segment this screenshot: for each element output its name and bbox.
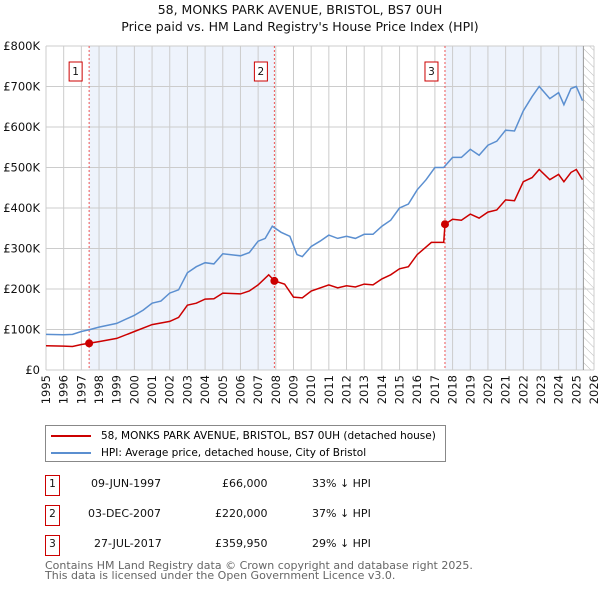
sale-date: 09-JUN-1997 (91, 477, 162, 490)
chart-subtitle: Price paid vs. HM Land Registry's House … (121, 19, 479, 34)
x-tick-label: 1996 (57, 375, 71, 404)
sale-date: 27-JUL-2017 (94, 537, 162, 550)
y-tick-label: £100K (3, 323, 40, 337)
sale-point (440, 220, 449, 229)
y-tick-label: £300K (3, 242, 40, 256)
sale-point (85, 339, 94, 348)
sale-marker-box (253, 61, 268, 82)
y-tick-label: £800K (3, 39, 40, 53)
x-tick-label: 2009 (286, 375, 300, 404)
x-tick-label: 2016 (410, 375, 424, 404)
x-tick-label: 2001 (145, 375, 159, 404)
chart-title: 58, MONKS PARK AVENUE, BRISTOL, BS7 0UH (157, 2, 443, 17)
x-tick-label: 1998 (92, 375, 106, 404)
sale-hpi-diff: 33% ↓ HPI (312, 477, 371, 490)
legend-label-price: 58, MONKS PARK AVENUE, BRISTOL, BS7 0UH … (101, 430, 436, 442)
x-tick-label: 2005 (216, 375, 230, 404)
footer-licence: This data is licensed under the Open Gov… (45, 569, 396, 582)
legend: 58, MONKS PARK AVENUE, BRISTOL, BS7 0UH … (45, 425, 446, 462)
x-tick-label: 2025 (569, 375, 583, 404)
y-tick-label: £400K (3, 201, 40, 215)
price-paid-line (45, 168, 584, 348)
x-tick-label: 2018 (446, 375, 460, 404)
sale-date: 03-DEC-2007 (88, 507, 162, 520)
footer-copyright: Contains HM Land Registry data © Crown c… (45, 559, 473, 572)
sale-hpi-diff: 29% ↓ HPI (312, 537, 371, 550)
legend-swatch-price (51, 435, 91, 437)
x-tick-label: 2010 (304, 375, 318, 404)
sale-price: £66,000 (222, 477, 268, 490)
x-tick-label: 2004 (198, 375, 212, 404)
x-tick-label: 2017 (428, 375, 442, 404)
legend-label-hpi: HPI: Average price, detached house, City… (101, 447, 367, 459)
x-tick-label: 1997 (74, 375, 88, 404)
x-tick-label: 2015 (393, 375, 407, 404)
x-tick-label: 1999 (110, 375, 124, 404)
x-tick-label: 2013 (357, 375, 371, 404)
sale-marker-label: 1 (72, 66, 79, 78)
sale-marker-badge: 2 (45, 505, 60, 526)
x-tick-label: 1995 (39, 375, 53, 404)
sale-price: £359,950 (215, 537, 268, 550)
legend-item-price: 58, MONKS PARK AVENUE, BRISTOL, BS7 0UH … (51, 428, 436, 444)
x-tick-label: 2006 (233, 375, 247, 404)
x-tick-label: 2020 (481, 375, 495, 404)
sale-price: £220,000 (215, 507, 268, 520)
x-tick-label: 2024 (552, 375, 566, 404)
sale-marker-badge: 3 (45, 535, 60, 556)
x-tick-label: 2019 (463, 375, 477, 404)
x-tick-label: 2008 (269, 375, 283, 404)
x-tick-label: 2022 (516, 375, 530, 404)
sale-marker-badge: 1 (45, 475, 60, 496)
price-chart: 1995 1996 1997 1998 1999 2000 2001 2002 2003 2004… (3, 39, 600, 404)
sale-marker-label: 2 (258, 66, 265, 78)
x-tick-label: 2007 (251, 375, 265, 404)
x-tick-label: 2026 (587, 375, 600, 404)
x-tick-label: 2023 (534, 375, 548, 404)
x-tick-label: 2000 (127, 375, 141, 404)
legend-swatch-hpi (51, 452, 91, 454)
x-tick-label: 2014 (375, 375, 389, 404)
legend-item-hpi: HPI: Average price, detached house, City… (51, 445, 366, 461)
hpi-line (45, 85, 584, 336)
x-tick-label: 2021 (499, 375, 513, 404)
y-tick-label: £600K (3, 120, 40, 134)
sale-marker-label: 3 (428, 66, 435, 78)
y-tick-label: £500K (3, 161, 40, 175)
x-tick-label: 2011 (322, 375, 336, 404)
x-tick-label: 2003 (180, 375, 194, 404)
y-tick-label: £700K (3, 80, 40, 94)
sale-hpi-diff: 37% ↓ HPI (312, 507, 371, 520)
y-tick-label: £0 (25, 363, 40, 377)
sale-marker-box (68, 61, 83, 82)
sale-marker-box (424, 61, 439, 82)
sale-point (270, 276, 279, 285)
x-tick-label: 2012 (340, 375, 354, 404)
x-tick-label: 2002 (163, 375, 177, 404)
y-tick-label: £200K (3, 282, 40, 296)
